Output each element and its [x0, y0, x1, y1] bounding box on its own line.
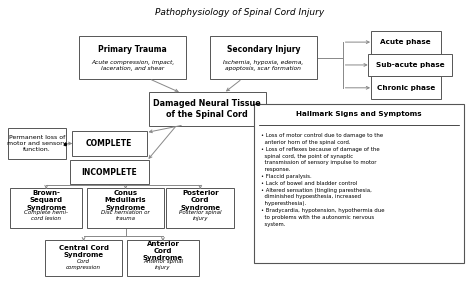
Text: Permanent loss of
motor and sensory
function.: Permanent loss of motor and sensory func… [7, 135, 67, 152]
Text: Primary Trauma: Primary Trauma [98, 45, 167, 54]
FancyBboxPatch shape [70, 160, 149, 184]
Text: Posterior
Cord
Syndrome: Posterior Cord Syndrome [180, 190, 220, 211]
FancyBboxPatch shape [45, 240, 122, 276]
Text: • Loss of motor control due to damage to the
  anterior horn of the spinal cord.: • Loss of motor control due to damage to… [261, 133, 384, 227]
FancyBboxPatch shape [210, 36, 317, 79]
Text: Ischemia, hypoxia, edema,
apoptosis, scar formation: Ischemia, hypoxia, edema, apoptosis, sca… [223, 61, 303, 71]
Text: Acute compression, impact,
laceration, and shear: Acute compression, impact, laceration, a… [91, 61, 174, 71]
FancyBboxPatch shape [368, 54, 452, 76]
Text: Hallmark Signs and Symptoms: Hallmark Signs and Symptoms [296, 111, 422, 117]
Text: Acute phase: Acute phase [380, 39, 431, 45]
Text: Brown-
Sequard
Syndrome: Brown- Sequard Syndrome [26, 190, 66, 211]
FancyBboxPatch shape [10, 188, 82, 228]
Text: Anterior spinal
injury: Anterior spinal injury [143, 259, 183, 270]
FancyBboxPatch shape [8, 128, 66, 159]
FancyBboxPatch shape [166, 188, 234, 228]
Text: Pathophysiology of Spinal Cord Injury: Pathophysiology of Spinal Cord Injury [155, 8, 325, 17]
Text: Posterior spinal
injury: Posterior spinal injury [179, 210, 221, 221]
Text: INCOMPLETE: INCOMPLETE [82, 168, 137, 177]
Text: Damaged Neural Tissue
of the Spinal Cord: Damaged Neural Tissue of the Spinal Cord [154, 99, 261, 119]
Text: COMPLETE: COMPLETE [86, 139, 132, 148]
Text: Chronic phase: Chronic phase [376, 85, 435, 91]
Text: Conus
Medullaris
Syndrome: Conus Medullaris Syndrome [105, 190, 146, 211]
Text: Anterior
Cord
Syndrome: Anterior Cord Syndrome [143, 241, 183, 261]
FancyBboxPatch shape [371, 31, 441, 54]
Text: Disc herniation or
trauma: Disc herniation or trauma [101, 210, 150, 221]
Text: Central Cord
Syndrome: Central Cord Syndrome [59, 245, 109, 258]
FancyBboxPatch shape [254, 104, 464, 263]
Text: Sub-acute phase: Sub-acute phase [376, 62, 445, 68]
FancyBboxPatch shape [72, 131, 146, 156]
Text: Cord
compression: Cord compression [66, 259, 101, 270]
FancyBboxPatch shape [149, 92, 265, 126]
FancyBboxPatch shape [87, 188, 164, 228]
FancyBboxPatch shape [127, 240, 199, 276]
FancyBboxPatch shape [371, 76, 441, 99]
Text: Complete hemi-
cord lesion: Complete hemi- cord lesion [24, 210, 68, 221]
Text: Secondary Injury: Secondary Injury [227, 45, 300, 54]
FancyBboxPatch shape [79, 36, 186, 79]
